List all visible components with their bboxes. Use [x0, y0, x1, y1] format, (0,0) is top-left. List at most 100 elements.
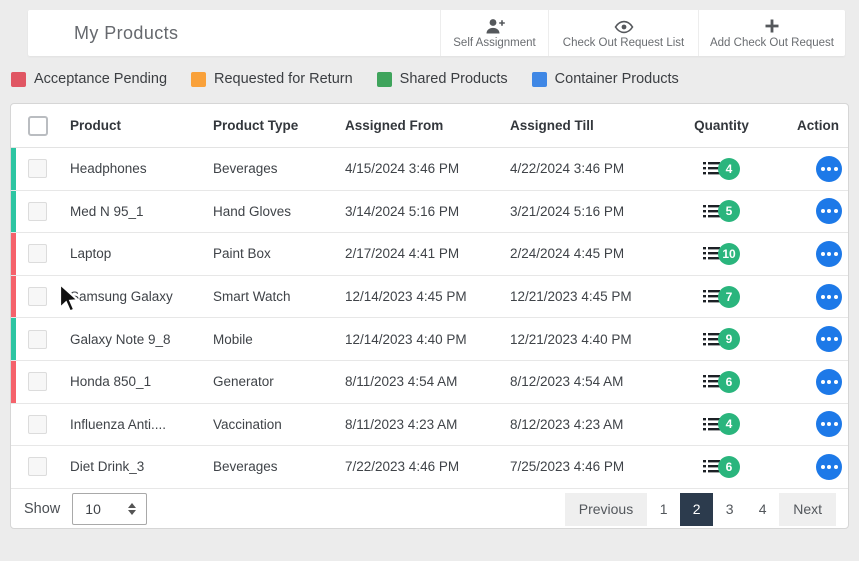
row-checkbox[interactable]: [28, 201, 47, 221]
pagination-page-1[interactable]: 1: [647, 492, 681, 526]
product-cell: Med N 95_1: [70, 203, 144, 219]
column-header-assigned-from: Assigned From: [345, 118, 444, 133]
header-actions: Self Assignment Check Out Request List A…: [440, 10, 845, 56]
pagination-page-2[interactable]: 2: [680, 492, 714, 526]
product-type-cell: Smart Watch: [213, 289, 291, 305]
row-checkbox[interactable]: [28, 329, 47, 349]
product-cell: Influenza Anti....: [70, 416, 167, 432]
check-out-request-list-label: Check Out Request List: [562, 37, 685, 49]
pagination-page-4[interactable]: 4: [746, 492, 780, 526]
legend-label: Requested for Return: [214, 71, 353, 87]
row-actions-button[interactable]: [816, 368, 842, 395]
product-type-cell: Vaccination: [213, 416, 282, 432]
table-row: Galaxy Note 9_8 Mobile 12/14/2023 4:40 PM 1…: [11, 318, 848, 361]
row-status-stripe: [11, 318, 16, 360]
table-row: Honda 850_1 Generator 8/11/2023 4:54 AM 8/1…: [11, 360, 848, 404]
table-row: Influenza Anti.... Vaccination 8/11/2023 4…: [11, 404, 848, 447]
product-cell: Diet Drink_3: [70, 459, 145, 475]
legend-swatch: [11, 71, 26, 87]
row-actions-button[interactable]: [816, 283, 842, 310]
pagination-next-button[interactable]: Next: [779, 492, 836, 526]
pagination: Previous 1 2 3 4 Next: [564, 492, 836, 526]
row-checkbox[interactable]: [28, 159, 47, 179]
table-row: Laptop Paint Box 2/17/2024 4:41 PM 2/24/202…: [11, 233, 848, 276]
product-type-cell: Beverages: [213, 459, 278, 475]
row-checkbox[interactable]: [28, 244, 47, 264]
row-status-stripe: [11, 360, 16, 403]
product-type-cell: Generator: [213, 374, 274, 390]
row-actions-button[interactable]: [816, 155, 842, 182]
table-footer: Show 10 Previous 1 2 3 4 Next: [11, 489, 848, 528]
header-bar: My Products Self Assignment Check Out Re…: [28, 10, 845, 56]
row-actions-button[interactable]: [816, 411, 842, 438]
row-status-stripe: [11, 148, 16, 190]
row-actions-button[interactable]: [816, 453, 842, 480]
assigned-till-cell: 3/21/2024 5:16 PM: [510, 203, 625, 219]
quantity-list-icon[interactable]: 7: [703, 285, 740, 308]
table-body: Headphones Beverages 4/15/2024 3:46 PM 4/22…: [11, 148, 848, 489]
row-checkbox[interactable]: [28, 457, 47, 477]
legend-item: Requested for Return: [191, 71, 353, 87]
legend-swatch: [191, 71, 207, 87]
self-assignment-button[interactable]: Self Assignment: [440, 10, 548, 56]
assigned-from-cell: 4/15/2024 3:46 PM: [345, 161, 460, 177]
table-row: Med N 95_1 Hand Gloves 3/14/2024 5:16 PM 3/…: [11, 190, 848, 234]
quantity-list-icon[interactable]: 9: [703, 328, 740, 351]
legend-label: Shared Products: [399, 71, 508, 87]
assigned-from-cell: 7/22/2023 4:46 PM: [345, 459, 460, 475]
quantity-list-icon[interactable]: 4: [703, 157, 740, 180]
pagination-previous-button[interactable]: Previous: [564, 492, 648, 526]
product-cell: Laptop: [70, 246, 112, 262]
quantity-list-icon[interactable]: 6: [703, 370, 740, 393]
status-legend: Acceptance Pending Requested for Return Sh…: [11, 66, 679, 92]
quantity-list-icon[interactable]: 10: [703, 242, 740, 265]
assigned-till-cell: 12/21/2023 4:45 PM: [510, 289, 632, 305]
page-size-select[interactable]: 10: [72, 493, 148, 526]
row-status-stripe: [11, 190, 16, 233]
row-checkbox[interactable]: [28, 414, 47, 434]
table-row: Diet Drink_3 Beverages 7/22/2023 4:46 PM 7/…: [11, 446, 848, 489]
quantity-list-icon[interactable]: 5: [703, 200, 740, 223]
self-assignment-label: Self Assignment: [453, 37, 536, 49]
products-table-card: Product Product Type Assigned From Assig…: [10, 103, 849, 529]
quantity-list-icon[interactable]: 6: [703, 455, 740, 478]
assigned-till-cell: 4/22/2024 3:46 PM: [510, 161, 625, 177]
quantity-badge: 9: [718, 328, 740, 351]
page-size-value: 10: [85, 501, 101, 518]
row-status-stripe: [11, 404, 16, 446]
select-all-checkbox[interactable]: [28, 115, 48, 136]
row-actions-button[interactable]: [816, 240, 842, 267]
assigned-till-cell: 8/12/2023 4:23 AM: [510, 416, 624, 432]
row-actions-button[interactable]: [816, 198, 842, 225]
add-check-out-request-button[interactable]: Add Check Out Request: [698, 10, 845, 56]
product-type-cell: Hand Gloves: [213, 203, 292, 219]
row-status-stripe: [11, 233, 16, 275]
row-checkbox[interactable]: [28, 287, 47, 307]
table-header-row: Product Product Type Assigned From Assig…: [11, 104, 848, 148]
product-cell: Honda 850_1: [70, 374, 152, 390]
assigned-till-cell: 12/21/2023 4:40 PM: [510, 331, 632, 347]
quantity-badge: 7: [718, 285, 740, 308]
row-actions-button[interactable]: [816, 326, 842, 353]
quantity-badge: 4: [718, 413, 740, 436]
product-type-cell: Beverages: [213, 161, 278, 177]
product-cell: Headphones: [70, 161, 147, 177]
column-header-quantity: Quantity: [694, 118, 749, 133]
check-out-request-list-button[interactable]: Check Out Request List: [548, 10, 698, 56]
product-type-cell: Paint Box: [213, 246, 271, 262]
quantity-list-icon[interactable]: 4: [703, 413, 740, 436]
table-row: Samsung Galaxy Smart Watch 12/14/2023 4:45…: [11, 275, 848, 319]
row-status-stripe: [11, 446, 16, 488]
legend-item: Acceptance Pending: [11, 71, 167, 87]
show-label: Show: [24, 501, 61, 518]
product-cell: Samsung Galaxy: [70, 289, 173, 305]
page-title: My Products: [74, 22, 179, 43]
assigned-from-cell: 12/14/2023 4:40 PM: [345, 331, 467, 347]
quantity-badge: 10: [718, 242, 740, 265]
row-checkbox[interactable]: [28, 372, 47, 392]
assigned-from-cell: 8/11/2023 4:54 AM: [345, 374, 458, 390]
column-header-assigned-till: Assigned Till: [510, 118, 594, 133]
pagination-page-3[interactable]: 3: [713, 492, 747, 526]
product-type-cell: Mobile: [213, 331, 253, 347]
legend-item: Container Products: [531, 71, 679, 87]
